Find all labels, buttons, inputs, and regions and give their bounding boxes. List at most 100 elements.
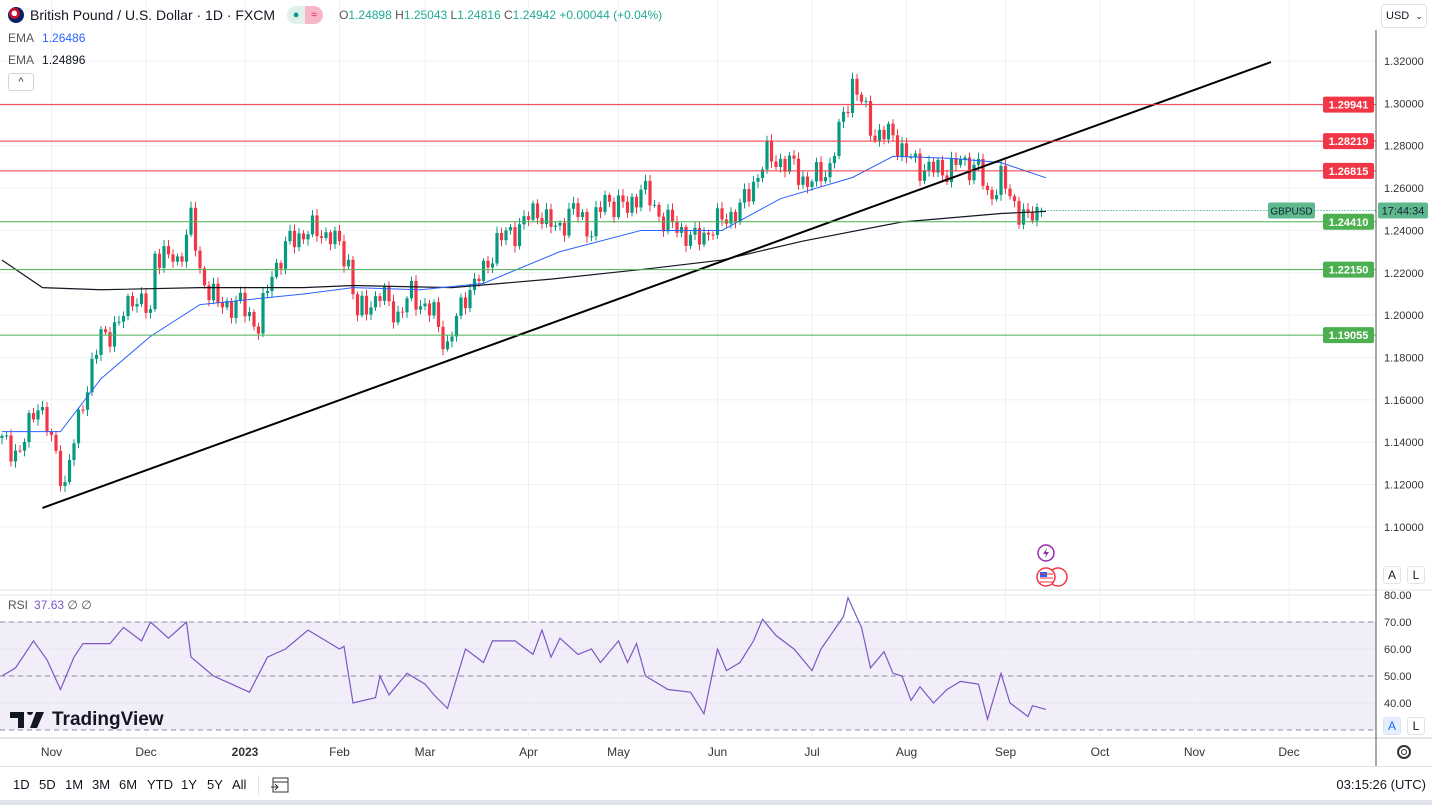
collapse-legend-button[interactable]: ^ [8, 73, 34, 91]
candle-body [292, 230, 297, 248]
candle [670, 203, 675, 229]
candle [351, 255, 355, 300]
range-1d[interactable]: 1D [13, 777, 30, 792]
candle-body [936, 159, 940, 173]
symbol-legend: British Pound / U.S. Dollar · 1D · FXCM … [8, 6, 662, 24]
price-chart[interactable]: 1.32000 1.30000 1.28000 1.26000 1.24000 1.220… [0, 0, 1432, 766]
candle-body [751, 181, 756, 202]
rsi-legend[interactable]: RSI 37.63 ∅ ∅ [8, 598, 92, 612]
rsi-log-scale-button[interactable]: L [1407, 717, 1425, 735]
candle-body [913, 153, 918, 157]
range-1m[interactable]: 1M [65, 777, 84, 792]
range-1y[interactable]: 1Y [181, 777, 197, 792]
level-price-label: 1.28219 [1329, 136, 1369, 148]
log-scale-button[interactable]: L [1407, 566, 1425, 584]
level-price-label: 1.26815 [1329, 166, 1369, 178]
candle [526, 211, 531, 226]
candle-body [1021, 209, 1026, 225]
ema-50-legend[interactable]: EMA 1.26486 [8, 31, 86, 45]
range-5y[interactable]: 5Y [207, 777, 223, 792]
candle [225, 297, 229, 311]
candle [846, 105, 850, 118]
bottom-strip [0, 800, 1432, 805]
candle [693, 221, 697, 241]
candle-body [630, 196, 634, 213]
candle [778, 153, 783, 173]
rsi-tick-label: 50.00 [1384, 671, 1412, 683]
candle [720, 202, 724, 226]
candle-body [706, 232, 711, 235]
rsi-auto-scale-button[interactable]: A [1383, 717, 1401, 735]
candle [454, 313, 459, 342]
candle-body [441, 326, 445, 350]
candle [319, 230, 324, 244]
candle-body [139, 293, 144, 305]
range-6m[interactable]: 6M [119, 777, 138, 792]
utc-clock[interactable]: 03:15:26 (UTC) [1336, 777, 1426, 792]
candle-body [648, 180, 652, 206]
candle [265, 284, 270, 299]
ema-200-legend[interactable]: EMA 1.24896 [8, 53, 86, 67]
tradingview-logo-icon [10, 712, 44, 728]
candle-body [607, 194, 612, 202]
candle [333, 226, 337, 249]
range-ytd[interactable]: YTD [147, 777, 173, 792]
auto-scale-button[interactable]: A [1383, 566, 1401, 584]
go-to-date-icon[interactable] [270, 774, 290, 794]
candle-body [211, 283, 216, 301]
candle [634, 193, 639, 214]
candle [576, 198, 580, 223]
range-3m[interactable]: 3M [92, 777, 111, 792]
candle [90, 352, 94, 397]
candle-body [504, 230, 508, 241]
candle [1026, 203, 1030, 218]
tradingview-logo[interactable]: TradingView [10, 709, 164, 731]
candle-body [351, 259, 355, 295]
candle-body [747, 189, 751, 202]
candle-body [256, 326, 261, 334]
price-tick-label: 1.24000 [1384, 225, 1424, 237]
candle-body [45, 406, 49, 432]
candle-body [976, 158, 981, 165]
candle [1008, 184, 1012, 200]
range-all[interactable]: All [232, 777, 247, 792]
candle-body [801, 176, 805, 185]
candle-body [477, 278, 481, 281]
candle [135, 298, 139, 313]
market-status[interactable]: ● ≈ [287, 6, 324, 24]
candle-body [697, 227, 702, 245]
range-5d[interactable]: 5D [39, 777, 56, 792]
candle [166, 239, 171, 259]
candle-body [544, 209, 549, 224]
time-axis-label: 2023 [232, 745, 259, 759]
settings-gear-icon[interactable] [1397, 745, 1411, 759]
level-price-label: 1.19055 [1329, 330, 1369, 342]
candle-body [130, 295, 135, 307]
candle-body [486, 260, 490, 268]
candle-body [333, 230, 337, 245]
candle [715, 203, 720, 239]
candle-body [99, 329, 103, 355]
candle [220, 297, 225, 314]
candle-body [382, 286, 387, 301]
candle [436, 297, 441, 333]
candle-body [850, 78, 855, 113]
candle-body [742, 189, 747, 203]
candle [396, 305, 400, 326]
symbol-title[interactable]: British Pound / U.S. Dollar · 1D · FXCM [30, 7, 276, 23]
candle-body [355, 294, 360, 316]
candle [805, 172, 810, 194]
candle [418, 299, 423, 315]
candle [895, 129, 900, 161]
currency-select[interactable]: USD ⌄ [1381, 4, 1427, 28]
candle [481, 258, 486, 284]
candle-body [634, 196, 639, 208]
candle [823, 170, 828, 184]
candle-body [963, 157, 967, 160]
candle-body [954, 158, 958, 165]
candle [423, 297, 427, 311]
candle-body [922, 170, 927, 181]
candle-body [900, 143, 904, 157]
candle [292, 224, 297, 254]
candle-body [261, 293, 265, 334]
